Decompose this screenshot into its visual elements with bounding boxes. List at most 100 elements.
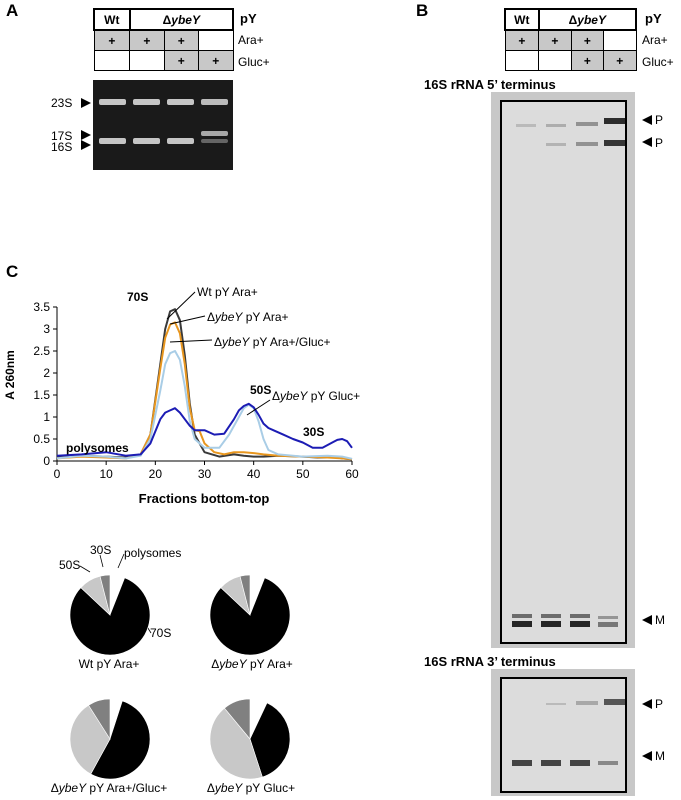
cell: + [538, 29, 572, 51]
header-ybey: ΔybeY [128, 8, 235, 31]
gel-image-a [93, 80, 233, 170]
pie-chart-3 [69, 698, 151, 780]
ara-label-a: Ara+ [238, 33, 264, 47]
legend-ybey-ara: ΔybeY pY Ara+ [207, 310, 289, 324]
pie-chart-4 [209, 698, 291, 780]
pie-chart-1 [69, 574, 151, 656]
x-tick-label: 20 [149, 467, 163, 481]
y-axis-label: A 260nm [3, 350, 17, 400]
header-ybey: ΔybeY [537, 8, 638, 31]
gel-frame-5prime [500, 100, 627, 644]
legend-ybey-aragluc: ΔybeY pY Ara+/Gluc+ [214, 335, 331, 349]
pie-label-70s: 70S [150, 626, 172, 640]
chart-axes: 0 0.5 1 1.5 2 2.5 3 3.5 0 10 20 30 40 50 60 [33, 300, 359, 481]
peak-label-polysomes: polysomes [66, 441, 129, 455]
pie-slice-70S [90, 700, 151, 780]
pie-chart-2 [209, 574, 291, 656]
y-tick-label: 2.5 [33, 344, 50, 358]
y-tick-label: 1.5 [33, 388, 50, 402]
cell [538, 50, 572, 71]
panel-label-b: B [416, 1, 429, 20]
gel-label-p3: P [655, 697, 664, 711]
pie-slice-70S [209, 577, 291, 656]
gel-title-5prime: 16S rRNA 5’ terminus [424, 77, 556, 92]
cell [504, 50, 540, 71]
x-tick-label: 40 [247, 467, 261, 481]
y-tick-label: 2 [43, 366, 50, 380]
pie-slice-70S [249, 702, 291, 778]
pie-caption-2: ΔybeY pY Ara+ [211, 657, 293, 671]
peak-label-70s: 70S [127, 290, 148, 304]
gel-label-p2: P [655, 136, 664, 150]
pie-caption-4: ΔybeY pY Gluc+ [206, 781, 296, 795]
y-tick-label: 0 [43, 454, 50, 468]
pie-slice-30S [239, 574, 251, 616]
y-tick-label: 3.5 [33, 300, 50, 314]
series-line-3 [56, 350, 353, 460]
x-tick-label: 30 [198, 467, 212, 481]
gel-label-m2: M [655, 749, 665, 763]
x-tick-label: 10 [99, 467, 113, 481]
pie-slice-70S [69, 577, 151, 656]
series-line-4 [56, 402, 353, 457]
header-wt: Wt [504, 8, 540, 31]
panel-label-a: A [6, 1, 19, 20]
peak-label-30s: 30S [303, 425, 324, 439]
y-tick-label: 0.5 [33, 432, 50, 446]
x-tick-label: 50 [296, 467, 310, 481]
pie-charts [69, 553, 291, 780]
cell: + [129, 29, 165, 51]
pie-caption-3: ΔybeY pY Ara+/Gluc+ [50, 781, 168, 795]
pie-slice-50S [209, 707, 263, 780]
pie-label-polysomes: polysomes [124, 546, 182, 560]
lane-table-b: Wt ΔybeY + + + + + [504, 8, 638, 71]
ara-label-b: Ara+ [642, 33, 668, 47]
sedimentation-profile-chart: 0 0.5 1 1.5 2 2.5 3 3.5 0 10 20 30 40 50 60 A 260nm Fr… [3, 285, 360, 506]
lane-table-a: Wt ΔybeY + + + + + [93, 8, 235, 71]
panel-label-c: C [6, 262, 19, 281]
gel-bands-3prime [512, 699, 626, 766]
gel-frame-3prime [500, 677, 627, 793]
legend-leaders [166, 291, 271, 416]
cell: + [198, 50, 234, 71]
y-tick-label: 1 [43, 410, 50, 424]
legend-ybey-gluc: ΔybeY pY Gluc+ [272, 389, 360, 403]
y-tick-label: 3 [43, 322, 50, 336]
cell [198, 29, 234, 51]
gluc-label-b: Gluc+ [642, 55, 674, 69]
chart-lines [56, 308, 353, 461]
cell: + [504, 29, 540, 51]
gel-arrows-5prime [642, 115, 652, 625]
header-wt: Wt [93, 8, 131, 31]
gel-label-17s: 17S [51, 129, 73, 143]
py-label-a: pY [240, 11, 257, 26]
legend-wt: Wt pY Ara+ [197, 285, 258, 299]
pie-label-50s: 50S [59, 558, 81, 572]
cell: + [163, 29, 200, 51]
cell [603, 29, 637, 51]
cell: + [603, 50, 637, 71]
py-label-b: pY [645, 11, 662, 26]
cell: + [163, 50, 200, 71]
x-tick-label: 0 [54, 467, 61, 481]
gel-bands-5prime [512, 118, 626, 627]
gel-title-3prime: 16S rRNA 3’ terminus [424, 654, 556, 669]
cell [129, 50, 165, 71]
pie-caption-1: Wt pY Ara+ [78, 657, 140, 671]
cell [93, 50, 131, 71]
cell: + [570, 50, 605, 71]
x-tick-label: 60 [345, 467, 359, 481]
gel-image-5prime [491, 92, 635, 648]
gel-arrows-3prime [642, 699, 652, 761]
pie-slice-30S [88, 698, 111, 741]
pie-slice-30S [99, 574, 111, 616]
gel-label-p1: P [655, 113, 664, 127]
gel-arrows-a [81, 98, 91, 150]
gel-image-3prime [491, 669, 635, 796]
x-axis-label: Fractions bottom-top [139, 491, 270, 506]
cell: + [570, 29, 605, 51]
gel-bands-a [99, 99, 228, 144]
pie-label-30s: 30S [90, 543, 112, 557]
gel-label-16s: 16S [51, 140, 73, 154]
pie-slice-50S [69, 704, 111, 775]
